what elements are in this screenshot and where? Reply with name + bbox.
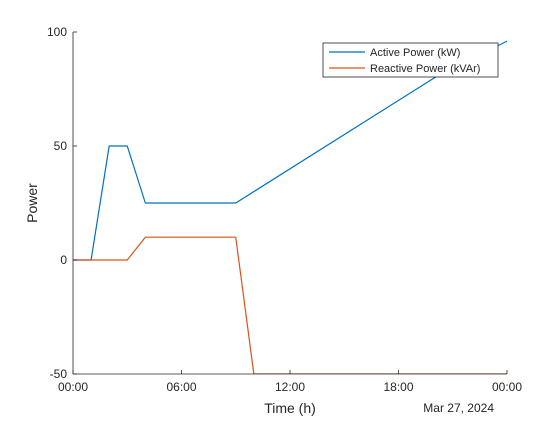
series-line-reactive-power: [73, 236, 507, 374]
series-layer: [73, 40, 507, 374]
x-tick-label: 06:00: [166, 380, 196, 394]
x-tick-label: 18:00: [383, 380, 413, 394]
series-line-active-power: [73, 40, 507, 261]
legend: Active Power (kW) Reactive Power (kVAr): [322, 42, 499, 78]
x-tick-label: 12:00: [275, 380, 305, 394]
legend-entry: Active Power (kW): [370, 47, 460, 59]
plot-background: [73, 32, 507, 374]
legend-entry: Reactive Power (kVAr): [370, 63, 480, 75]
legend-box: [322, 42, 499, 78]
y-axis-label: Power: [24, 183, 40, 223]
y-tick-label: 50: [54, 139, 68, 153]
y-tick-label: -50: [50, 367, 68, 381]
x-axis-date-label: Mar 27, 2024: [423, 401, 494, 415]
x-tick-label: 00:00: [492, 380, 522, 394]
x-tick-label: 00:00: [58, 380, 88, 394]
y-tick-label: 0: [60, 253, 67, 267]
x-axis-label: Time (h): [264, 400, 316, 416]
y-tick-label: 100: [47, 25, 67, 39]
